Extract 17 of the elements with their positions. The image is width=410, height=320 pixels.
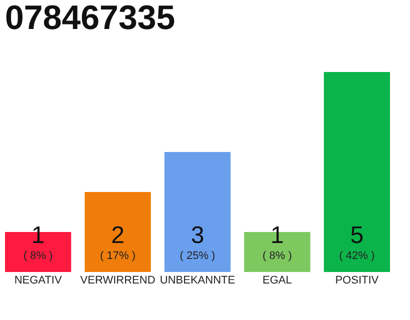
bar (164, 152, 231, 272)
x-tick-label: EGAL (262, 274, 292, 286)
data-label: 5 (350, 222, 364, 249)
chart-title: 078467335 (5, 0, 176, 37)
annotation: ( 8% ) (23, 250, 53, 262)
x-tick-label: NEGATIV (14, 274, 62, 286)
x-tick-label: UNBEKANNTE (160, 274, 236, 286)
x-tick-label: POSITIV (335, 274, 380, 286)
bar (84, 192, 151, 272)
annotation: ( 17% ) (100, 250, 136, 262)
annotation: ( 25% ) (180, 250, 216, 262)
x-tick-label: VERWIRREND (80, 274, 156, 286)
bar (324, 72, 390, 272)
data-label: 2 (111, 222, 124, 249)
data-label: 3 (190, 222, 204, 249)
annotation: ( 8% ) (262, 250, 292, 262)
annotation: ( 42% ) (339, 250, 375, 262)
